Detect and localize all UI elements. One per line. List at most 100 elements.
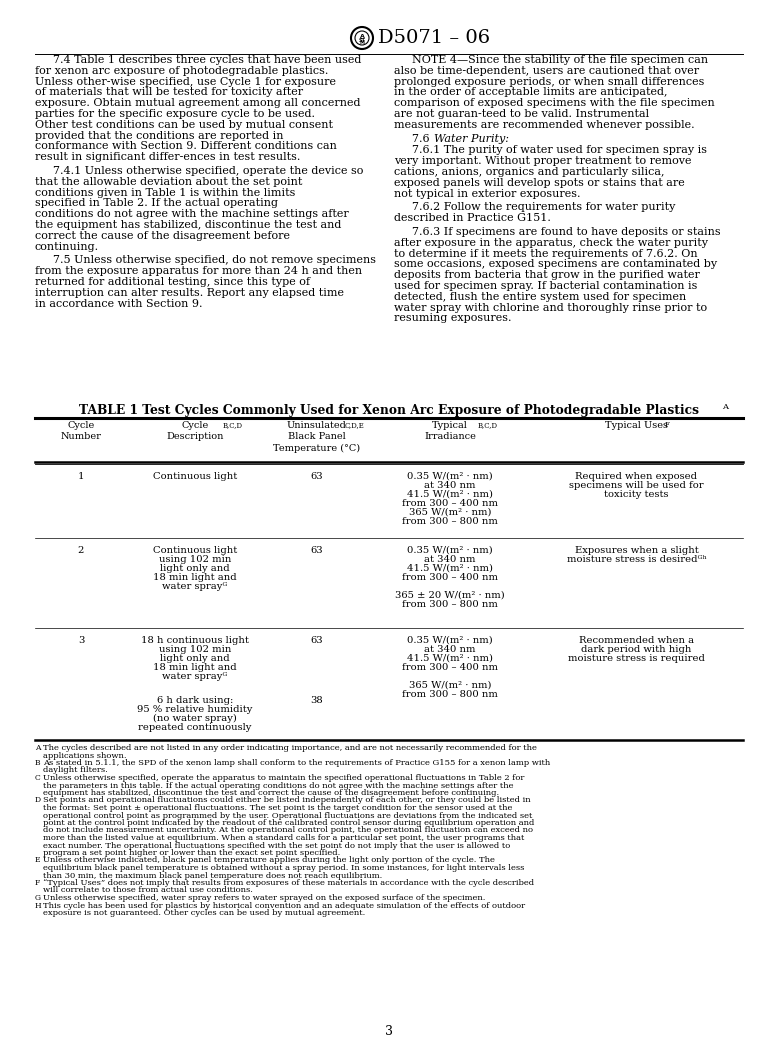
Text: some occasions, exposed specimens are contaminated by: some occasions, exposed specimens are co… (394, 259, 717, 270)
Text: 41.5 W/(m² · nm): 41.5 W/(m² · nm) (407, 654, 493, 663)
Text: equipment has stabilized, discontinue the test and correct the cause of the disa: equipment has stabilized, discontinue th… (43, 789, 499, 797)
Text: the equipment has stabilized, discontinue the test and: the equipment has stabilized, discontinu… (35, 220, 342, 230)
Text: A: A (722, 403, 728, 411)
Text: using 102 min: using 102 min (159, 555, 231, 564)
Text: 63: 63 (310, 545, 323, 555)
Text: C,D,E: C,D,E (345, 421, 364, 429)
Text: using 102 min: using 102 min (159, 645, 231, 654)
Text: D: D (35, 796, 41, 805)
Text: light only and: light only and (160, 564, 230, 573)
Text: Other test conditions can be used by mutual consent: Other test conditions can be used by mut… (35, 120, 333, 130)
Text: 6 h dark using:: 6 h dark using: (157, 696, 233, 705)
Text: conditions do not agree with the machine settings after: conditions do not agree with the machine… (35, 209, 349, 220)
Text: 365 ± 20 W/(m² · nm): 365 ± 20 W/(m² · nm) (395, 591, 505, 600)
Text: from 300 – 400 nm: from 300 – 400 nm (402, 663, 498, 672)
Text: H: H (35, 902, 42, 910)
Text: at 340 nm: at 340 nm (424, 645, 476, 654)
Text: applications shown.: applications shown. (43, 752, 127, 760)
Text: 365 W/(m² · nm): 365 W/(m² · nm) (408, 508, 491, 517)
Text: A: A (35, 744, 40, 752)
Text: cations, anions, organics and particularly silica,: cations, anions, organics and particular… (394, 167, 664, 177)
Text: 3: 3 (78, 636, 84, 645)
Text: G: G (35, 894, 41, 902)
Text: moisture stress is desiredᴳʰ: moisture stress is desiredᴳʰ (566, 555, 706, 564)
Text: exposed panels will develop spots or stains that are: exposed panels will develop spots or sta… (394, 178, 685, 187)
Text: from 300 – 400 nm: from 300 – 400 nm (402, 499, 498, 508)
Text: described in Practice G151.: described in Practice G151. (394, 213, 551, 223)
Text: F: F (35, 879, 40, 887)
Text: prolonged exposure periods, or when small differences: prolonged exposure periods, or when smal… (394, 77, 704, 86)
Text: “Typical Uses” does not imply that results from exposures of these materials in : “Typical Uses” does not imply that resul… (43, 879, 534, 887)
Text: Unless otherwise indicated, black panel temperature applies during the light onl: Unless otherwise indicated, black panel … (43, 857, 495, 864)
Text: from the exposure apparatus for more than 24 h and then: from the exposure apparatus for more tha… (35, 266, 362, 276)
Text: Typical Uses: Typical Uses (605, 421, 668, 430)
Text: provided that the conditions are reported in: provided that the conditions are reporte… (35, 130, 283, 141)
Text: Exposures when a slight: Exposures when a slight (575, 545, 699, 555)
Text: at 340 nm: at 340 nm (424, 555, 476, 564)
Text: continuing.: continuing. (35, 242, 99, 252)
Text: repeated continuously: repeated continuously (138, 723, 252, 732)
Text: exposure. Obtain mutual agreement among all concerned: exposure. Obtain mutual agreement among … (35, 98, 360, 108)
Text: not typical in exterior exposures.: not typical in exterior exposures. (394, 188, 580, 199)
Text: 63: 63 (310, 472, 323, 481)
Text: result in significant differ­ences in test results.: result in significant differ­ences in te… (35, 152, 300, 162)
Text: resuming exposures.: resuming exposures. (394, 313, 511, 324)
Text: more than the listed value at equilibrium. When a standard calls for a particula: more than the listed value at equilibriu… (43, 834, 524, 842)
Text: water sprayᴳ: water sprayᴳ (163, 582, 228, 591)
Text: at 340 nm: at 340 nm (424, 481, 476, 490)
Text: 0.35 W/(m² · nm): 0.35 W/(m² · nm) (407, 545, 493, 555)
Text: are not guaran-teed to be valid. Instrumental: are not guaran-teed to be valid. Instrum… (394, 109, 649, 119)
Text: from 300 – 800 nm: from 300 – 800 nm (402, 600, 498, 609)
Text: do not include measurement uncertainty. At the operational control point, the op: do not include measurement uncertainty. … (43, 827, 533, 835)
Text: Recommended when a: Recommended when a (579, 636, 694, 645)
Text: This cycle has been used for plastics by historical convention and an adequate s: This cycle has been used for plastics by… (43, 902, 525, 910)
Text: 7.5 Unless otherwise specified, do not remove specimens: 7.5 Unless otherwise specified, do not r… (53, 255, 376, 265)
Text: will correlate to those from actual use conditions.: will correlate to those from actual use … (43, 887, 253, 894)
Text: Uninsulated
Black Panel
Temperature (°C): Uninsulated Black Panel Temperature (°C) (273, 421, 360, 453)
Text: also be time-dependent, users are cautioned that over: also be time-dependent, users are cautio… (394, 66, 699, 76)
Text: water sprayᴳ: water sprayᴳ (163, 672, 228, 681)
Text: for xenon arc exposure of photodegradable plastics.: for xenon arc exposure of photodegradabl… (35, 66, 328, 76)
Text: from 300 – 400 nm: from 300 – 400 nm (402, 573, 498, 582)
Text: 63: 63 (310, 636, 323, 645)
Text: conformance with Section 9. Different conditions can: conformance with Section 9. Different co… (35, 142, 337, 151)
Text: A: A (359, 33, 364, 39)
Text: operational control point as programmed by the user. Operational fluctuations ar: operational control point as programmed … (43, 812, 532, 819)
Text: interruption can alter results. Report any elapsed time: interruption can alter results. Report a… (35, 287, 344, 298)
Text: from 300 – 800 nm: from 300 – 800 nm (402, 517, 498, 526)
Text: Unless otherwise specified, water spray refers to water sprayed on the exposed s: Unless otherwise specified, water spray … (43, 894, 485, 902)
Text: M: M (359, 41, 365, 46)
Text: 2: 2 (78, 545, 84, 555)
Text: after exposure in the apparatus, check the water purity: after exposure in the apparatus, check t… (394, 237, 708, 248)
Text: equilibrium black panel temperature is obtained without a spray period. In some : equilibrium black panel temperature is o… (43, 864, 524, 872)
Text: Unless other­wise specified, use Cycle 1 for exposure: Unless other­wise specified, use Cycle 1… (35, 77, 336, 86)
Text: 3: 3 (385, 1025, 393, 1038)
Text: B,C,D: B,C,D (478, 421, 498, 429)
Text: detected, flush the entire system used for specimen: detected, flush the entire system used f… (394, 291, 686, 302)
Text: 7.4.1 Unless otherwise specified, operate the device so: 7.4.1 Unless otherwise specified, operat… (53, 166, 363, 176)
Text: toxicity tests: toxicity tests (605, 490, 669, 499)
Text: 0.35 W/(m² · nm): 0.35 W/(m² · nm) (407, 472, 493, 481)
Text: Set points and operational fluctuations could either be listed independently of : Set points and operational fluctuations … (43, 796, 531, 805)
Text: deposits from bacteria that grow in the purified water: deposits from bacteria that grow in the … (394, 271, 700, 280)
Text: point at the control point indicated by the readout of the calibrated control se: point at the control point indicated by … (43, 819, 534, 827)
Text: that the allowable deviation about the set point: that the allowable deviation about the s… (35, 177, 303, 186)
Text: very important. Without proper treatment to remove: very important. Without proper treatment… (394, 156, 692, 167)
Text: specimens will be used for: specimens will be used for (569, 481, 704, 490)
Text: Required when exposed: Required when exposed (576, 472, 698, 481)
Text: As stated in 5.1.1, the SPD of the xenon lamp shall conform to the requirements : As stated in 5.1.1, the SPD of the xenon… (43, 759, 550, 767)
Text: parties for the specific exposure cycle to be used.: parties for the specific exposure cycle … (35, 109, 315, 119)
Text: 7.6.1 The purity of water used for specimen spray is: 7.6.1 The purity of water used for speci… (412, 146, 707, 155)
Text: 18 min light and: 18 min light and (153, 663, 237, 672)
Text: 7.6.2 Follow the requirements for water purity: 7.6.2 Follow the requirements for water … (412, 202, 675, 212)
Text: Cycle
Description: Cycle Description (166, 421, 224, 441)
Text: The cycles described are not listed in any order indicating importance, and are : The cycles described are not listed in a… (43, 744, 537, 752)
Text: 18 h continuous light: 18 h continuous light (141, 636, 249, 645)
Text: D5071 – 06: D5071 – 06 (378, 29, 490, 47)
Text: the parameters in this table. If the actual operating conditions do not agree wi: the parameters in this table. If the act… (43, 782, 513, 789)
Text: light only and: light only and (160, 654, 230, 663)
Text: 0.35 W/(m² · nm): 0.35 W/(m² · nm) (407, 636, 493, 645)
Text: in the order of acceptable limits are anticipated,: in the order of acceptable limits are an… (394, 87, 668, 98)
Text: 1: 1 (78, 472, 84, 481)
Text: 41.5 W/(m² · nm): 41.5 W/(m² · nm) (407, 490, 493, 499)
